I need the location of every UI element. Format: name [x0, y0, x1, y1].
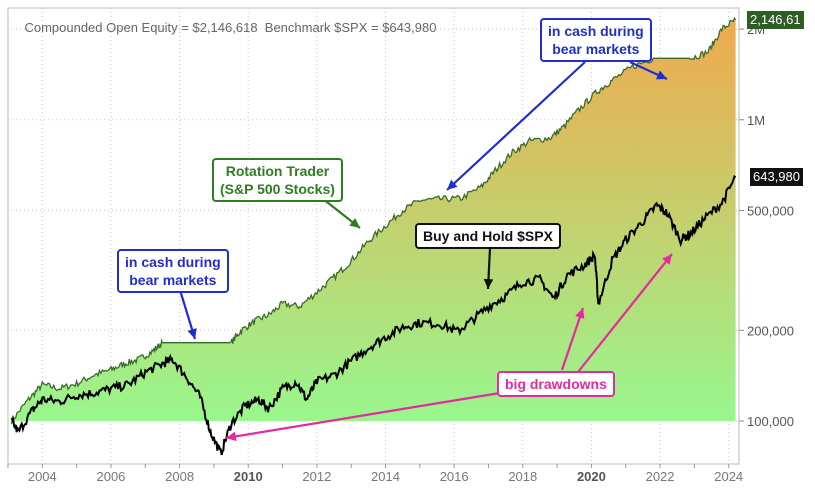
- annotation-big-drawdowns: big drawdowns: [497, 371, 615, 397]
- equity-price-tag: 2,146,61: [747, 10, 804, 29]
- annotation-buy-and-hold: Buy and Hold $SPX: [415, 223, 561, 249]
- arrow-head: [187, 328, 197, 339]
- chart-header: Compounded Open Equity = $2,146,618 Benc…: [10, 5, 436, 50]
- arrow-head: [447, 179, 458, 190]
- annotation-arrows: [178, 61, 673, 442]
- arrow-head: [349, 218, 360, 228]
- y-tick-label: 200,000: [747, 323, 794, 338]
- x-tick-label: 2006: [96, 469, 125, 484]
- arrow-head: [575, 308, 585, 319]
- equity-label: Compounded Open Equity = $2,146,618: [24, 20, 258, 35]
- x-tick-label: 2016: [440, 469, 469, 484]
- annotation-cash-left: in cash during bear markets: [117, 249, 229, 293]
- x-tick-label: 2010: [234, 469, 263, 484]
- x-tick-label: 2008: [165, 469, 194, 484]
- y-tick-label: 1M: [747, 113, 765, 128]
- x-tick-label: 2014: [371, 469, 400, 484]
- x-tick-label: 2020: [577, 469, 606, 484]
- arrow-head: [662, 254, 672, 265]
- arrow-head: [226, 431, 237, 442]
- arrow-head: [656, 70, 667, 80]
- strategy-area: [11, 18, 736, 425]
- x-axis: 2004 2006 2008 2010 2012 2014 2016 2018 2020 2022…: [7, 464, 743, 484]
- annotation-rotation-trader: Rotation Trader (S&P 500 Stocks): [212, 158, 343, 202]
- arrow-line: [577, 253, 673, 373]
- arrow-line: [560, 307, 585, 371]
- y-tick-label: 500,000: [747, 203, 794, 218]
- x-tick-label: 2024: [714, 469, 743, 484]
- spx-line: [10, 174, 737, 456]
- x-tick-label: 2018: [508, 469, 537, 484]
- annotation-cash-top: in cash during bear markets: [540, 18, 652, 62]
- arrow-line: [446, 61, 586, 191]
- benchmark-label: Benchmark $SPX = $643,980: [264, 20, 437, 35]
- arrow-line: [225, 391, 501, 440]
- y-tick-label: 100,000: [747, 414, 794, 429]
- spx-price-tag: 643,980: [750, 168, 803, 187]
- x-tick-label: 2022: [646, 469, 675, 484]
- arrow-head: [483, 278, 494, 289]
- strategy-line: [10, 16, 737, 425]
- x-tick-label: 2012: [302, 469, 331, 484]
- x-tick-label: 2004: [28, 469, 57, 484]
